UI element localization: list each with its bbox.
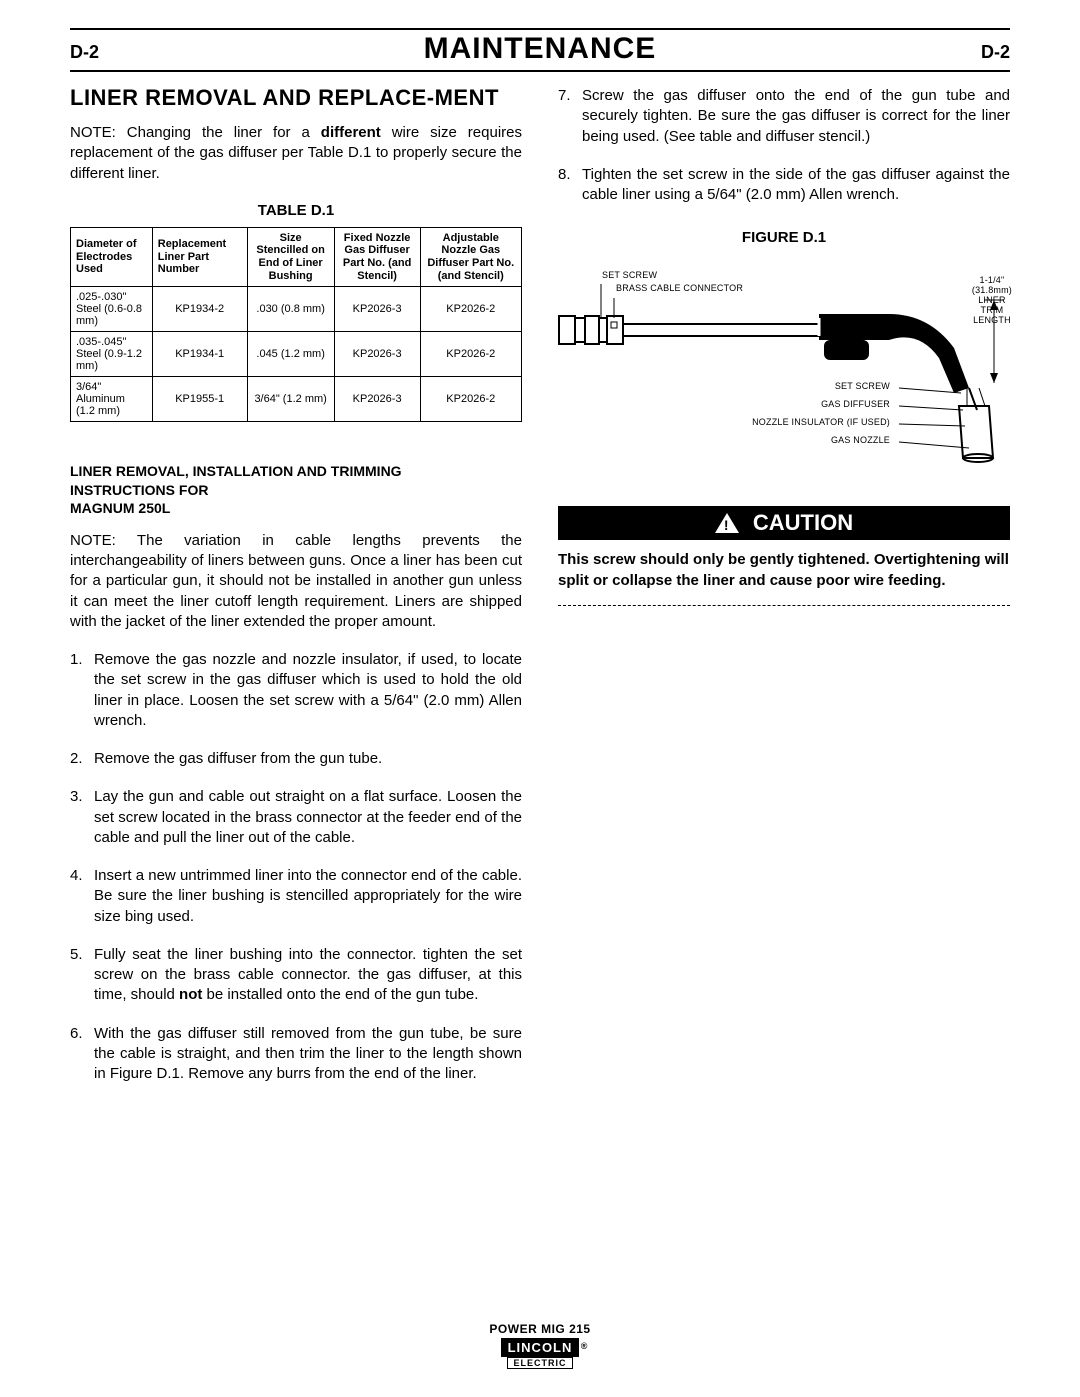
td: KP1955-1 [152,377,247,422]
td: .025-.030" Steel (0.6-0.8 mm) [71,287,153,332]
note1-bold: different [321,124,381,141]
fig-label-trim-length: 1-1/4" (31.8mm) LINER TRIM LENGTH [972,276,1012,325]
left-column: LINER REMOVAL AND REPLACE-MENT NOTE: Cha… [70,86,522,1102]
fig-label-nozzle-insulator: NOZZLE INSULATOR (IF USED) [752,418,890,428]
td: KP1934-2 [152,287,247,332]
lincoln-logo: LINCOLN ® ELECTRIC [501,1338,580,1369]
content-columns: LINER REMOVAL AND REPLACE-MENT NOTE: Cha… [70,86,1010,1102]
step-num: 7. [558,86,571,106]
td: .030 (0.8 mm) [247,287,334,332]
dashed-rule [558,605,1010,606]
step: Insert a new untrimmed liner into the co… [70,866,522,927]
logo-registered-icon: ® [581,1341,589,1351]
liner-note-1: NOTE: Changing the liner for a different… [70,123,522,184]
td: KP2026-3 [334,377,420,422]
step-text: Tighten the set screw in the side of the… [582,166,1010,203]
figure-d1: SET SCREW BRASS CABLE CONNECTOR 1-1/4" (… [558,258,1010,478]
liner-heading: LINER REMOVAL AND REPLACE-MENT [70,86,522,109]
td: .045 (1.2 mm) [247,332,334,377]
caution-text: This screw should only be gently tighten… [558,550,1010,591]
page-header: D-2 MAINTENANCE D-2 [70,32,1010,72]
step: Lay the gun and cable out straight on a … [70,787,522,848]
fig-label-brass-connector: BRASS CABLE CONNECTOR [616,284,743,294]
table-row: 3/64" Aluminum (1.2 mm) KP1955-1 3/64" (… [71,377,522,422]
step: With the gas diffuser still removed from… [70,1024,522,1085]
step: 7. Screw the gas diffuser onto the end o… [558,86,1010,147]
logo-bottom: ELECTRIC [507,1357,574,1369]
liner-note-2: NOTE: The variation in cable lengths pre… [70,531,522,632]
step: Fully seat the liner bushing into the co… [70,945,522,1006]
th-fixed: Fixed Nozzle Gas Diffuser Part No. (and … [334,227,420,287]
td: KP2026-3 [334,287,420,332]
step-text: Screw the gas diffuser onto the end of t… [582,87,1010,145]
page-number-left: D-2 [70,42,99,63]
caution-label: CAUTION [753,510,853,536]
td: KP2026-2 [420,377,521,422]
steps-list-1-6: Remove the gas nozzle and nozzle insulat… [70,650,522,1084]
page-footer: POWER MIG 215 LINCOLN ® ELECTRIC [0,1322,1080,1371]
caution-bar: CAUTION [558,506,1010,540]
footer-model: POWER MIG 215 [0,1322,1080,1336]
warning-triangle-icon [715,513,739,533]
td: KP2026-3 [334,332,420,377]
step: Remove the gas diffuser from the gun tub… [70,749,522,769]
th-replacement: Replacement Liner Part Number [152,227,247,287]
td: KP1934-1 [152,332,247,377]
fig-label-set-screw-right: SET SCREW [835,382,890,392]
step: 8. Tighten the set screw in the side of … [558,165,1010,206]
subheading: LINER REMOVAL, INSTALLATION AND TRIMMING… [70,462,522,517]
subh-l3: MAGNUM 250L [70,500,170,516]
section-title: MAINTENANCE [424,32,657,66]
table-header-row: Diameter of Electrodes Used Replacement … [71,227,522,287]
th-adjustable: Adjustable Nozzle Gas Diffuser Part No. … [420,227,521,287]
step: Remove the gas nozzle and nozzle insulat… [70,650,522,731]
page-number-right: D-2 [981,42,1010,63]
step5-bold: not [179,986,202,1003]
figure-d1-caption: FIGURE D.1 [558,229,1010,246]
td: 3/64" (1.2 mm) [247,377,334,422]
td: 3/64" Aluminum (1.2 mm) [71,377,153,422]
th-size: Size Stencilled on End of Liner Bushing [247,227,334,287]
logo-top: LINCOLN ® [501,1338,580,1357]
right-column: 7. Screw the gas diffuser onto the end o… [558,86,1010,1102]
td: KP2026-2 [420,332,521,377]
step5-tail: be installed onto the end of the gun tub… [202,986,478,1003]
table-row: .035-.045" Steel (0.9-1.2 mm) KP1934-1 .… [71,332,522,377]
table-body: .025-.030" Steel (0.6-0.8 mm) KP1934-2 .… [71,287,522,422]
fig-label-set-screw-top: SET SCREW [602,271,657,281]
step-num: 8. [558,165,571,185]
fig-label-gas-diffuser: GAS DIFFUSER [821,400,890,410]
table-d1: Diameter of Electrodes Used Replacement … [70,227,522,423]
top-rule [70,28,1010,30]
td: .035-.045" Steel (0.9-1.2 mm) [71,332,153,377]
th-diameter: Diameter of Electrodes Used [71,227,153,287]
subh-l2: INSTRUCTIONS FOR [70,482,208,498]
subh-l1: LINER REMOVAL, INSTALLATION AND TRIMMING [70,463,402,479]
fig-label-gas-nozzle: GAS NOZZLE [831,436,890,446]
note1-pre: NOTE: Changing the liner for a [70,124,321,141]
td: KP2026-2 [420,287,521,332]
table-d1-caption: TABLE D.1 [70,202,522,219]
table-row: .025-.030" Steel (0.6-0.8 mm) KP1934-2 .… [71,287,522,332]
steps-list-7-8: 7. Screw the gas diffuser onto the end o… [558,86,1010,205]
logo-top-text: LINCOLN [508,1340,573,1355]
